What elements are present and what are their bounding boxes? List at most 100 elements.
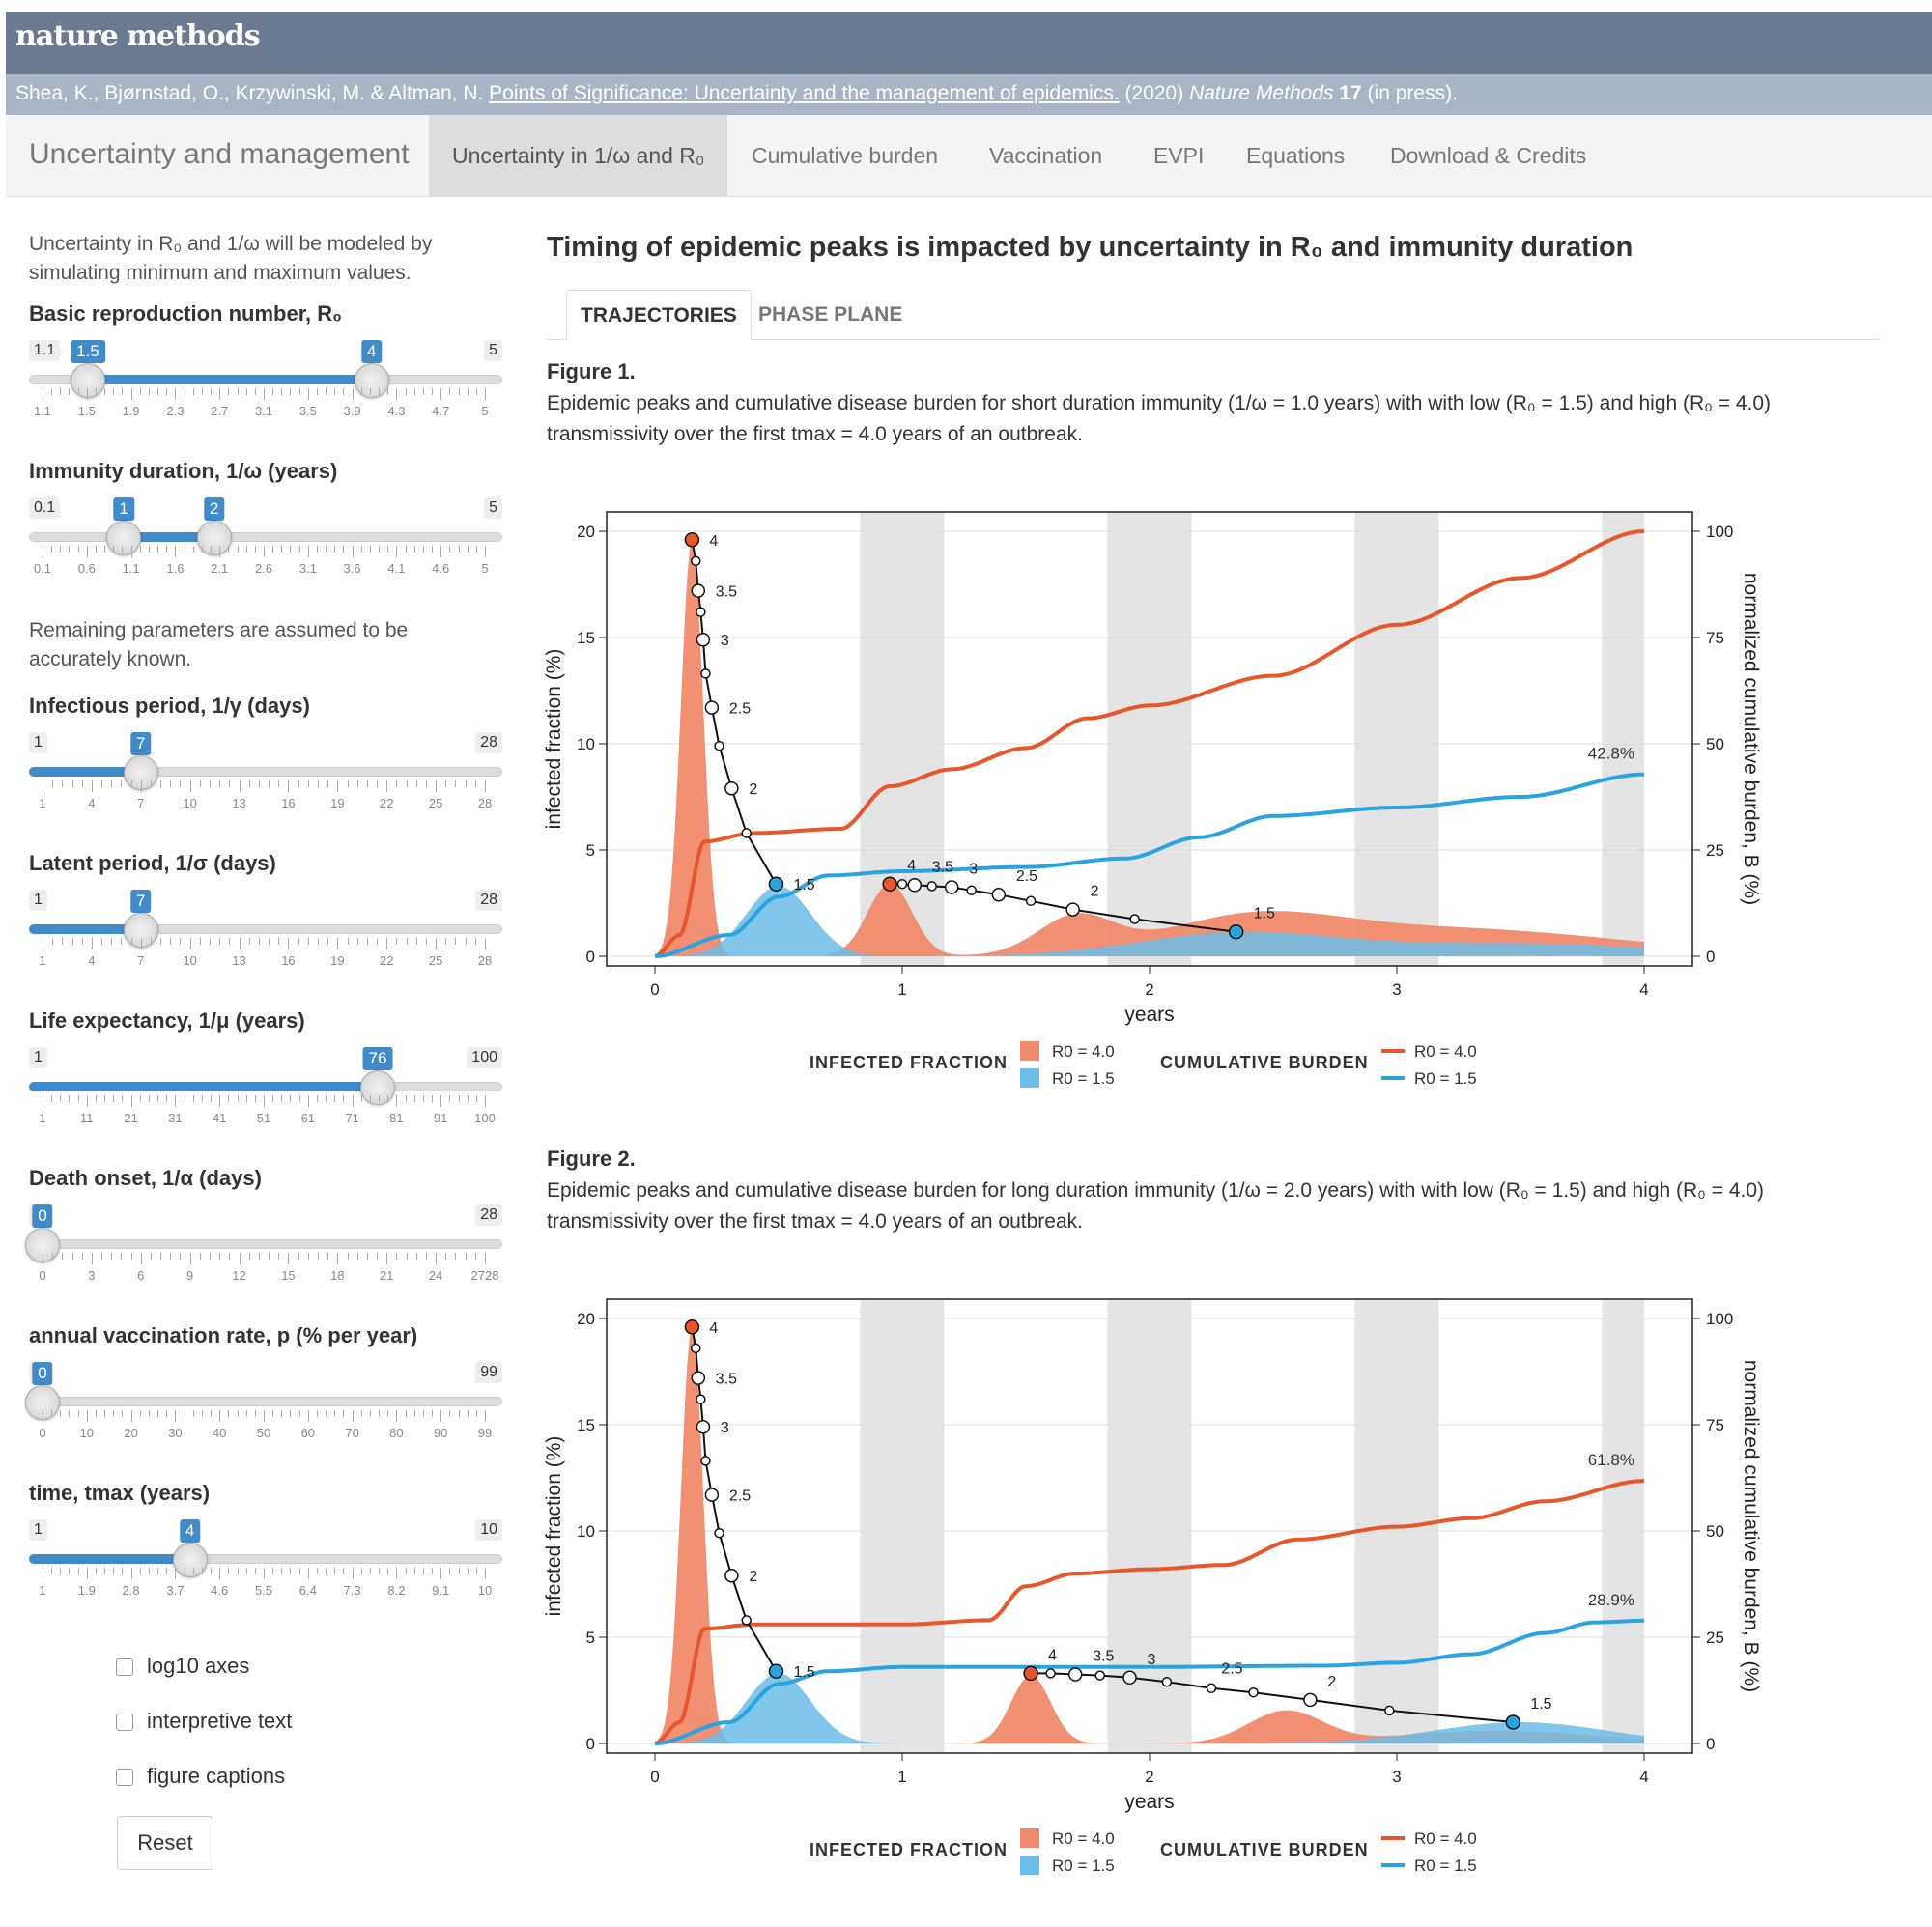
slider-ticks <box>29 546 502 559</box>
slider-track[interactable] <box>29 532 502 542</box>
slider-tick-label: 40 <box>212 1426 227 1440</box>
slider-tick-label: 0.6 <box>77 561 96 576</box>
range-slider[interactable]: 1.1 5 1.5 4 1.1 1.5 1.9 2.3 2.7 3.1 3.5 3.9 4.3 4.7 5 <box>29 340 502 437</box>
tab-evpi[interactable]: EVPI <box>1153 143 1205 168</box>
phase-label: 2.5 <box>729 701 751 718</box>
slider-handle[interactable] <box>359 1070 395 1105</box>
phase-point <box>704 700 720 715</box>
slider-tick-label: 25 <box>428 953 443 968</box>
phase-point <box>696 607 706 617</box>
range-slider[interactable]: 1 10 4 1 1.9 2.8 3.7 4.6 5.5 6.4 7.3 8.2 9.1 10 <box>29 1519 502 1616</box>
y-tick-label: 5 <box>586 1629 595 1647</box>
y2-tick-label: 75 <box>1706 1416 1724 1434</box>
slider-tick-label: 5 <box>481 404 489 418</box>
figure-2-chart: 61.8% 28.9% 4 3.5 3 2.5 2 1.5 4 3.5 3 2.5 2 1.5 0 1 2 3 4 0… <box>543 1298 1762 1875</box>
checkbox-interpretive-text[interactable]: interpretive text <box>116 1709 292 1734</box>
phase-label: 3.5 <box>1093 1649 1114 1665</box>
y2-tick-label: 50 <box>1706 1522 1724 1541</box>
slider-tick-label: 99 <box>477 1426 493 1440</box>
tab-vaccination[interactable]: Vaccination <box>989 143 1103 168</box>
slider-max-value: 28 <box>475 732 502 753</box>
slider-tick-label: 1 <box>39 796 46 810</box>
slider-handle[interactable] <box>172 1543 208 1577</box>
checkbox-figure-captions[interactable]: figure captions <box>116 1764 285 1789</box>
brand-logo[interactable]: nature methods <box>15 19 261 53</box>
checkbox-log-axes[interactable]: log10 axes <box>116 1654 249 1679</box>
y-tick-label: 0 <box>586 1735 595 1753</box>
tab-uncertainty[interactable]: Uncertainty in 1/ω and R₀ <box>429 115 728 197</box>
phase-point <box>1248 1686 1259 1698</box>
slider-tick-label: 6 <box>137 1268 145 1283</box>
slider-tick-label: 10 <box>183 796 197 810</box>
slider-tick-label: 22 <box>379 953 394 968</box>
citation-link[interactable]: Points of Significance: Uncertainty and … <box>489 82 1120 104</box>
y-tick-label: 0 <box>586 948 595 966</box>
range-slider[interactable]: 1 28 7 1 4 7 10 13 16 19 22 25 28 <box>29 732 502 829</box>
slider-label: Basic reproduction number, R₀ <box>29 301 343 326</box>
slider-value-badge: 2 <box>203 497 225 521</box>
legend-label-high: R0 = 4.0 <box>1052 1042 1115 1061</box>
slider-tick-label: 3 <box>88 1268 96 1283</box>
phase-label: 2 <box>1091 884 1099 900</box>
slider-tick-label: 3.5 <box>298 404 317 418</box>
tab-trajectories[interactable]: TRAJECTORIES <box>566 290 752 341</box>
slider-value-badge: 0 <box>32 1362 53 1385</box>
slider-ticks <box>29 1253 502 1266</box>
phase-label: 2 <box>749 1569 757 1585</box>
checkbox-box[interactable] <box>116 1769 133 1787</box>
slider-min-value: 1 <box>29 732 47 753</box>
slider-tick-label: 2.8 <box>122 1583 140 1598</box>
range-slider[interactable]: 0.1 5 1 2 0.1 0.6 1.1 1.6 2.1 2.6 3.1 3.6 4.1 4.6 5 <box>29 497 502 594</box>
phase-point <box>724 780 739 796</box>
slider-handle[interactable] <box>354 363 389 398</box>
tab-cumulative-burden[interactable]: Cumulative burden <box>752 143 939 168</box>
y2-tick-label: 75 <box>1706 629 1724 647</box>
tab-download-credits[interactable]: Download & Credits <box>1390 143 1587 168</box>
range-slider[interactable]: 1 100 76 1 11 21 31 41 51 61 71 81 91 100 <box>29 1047 502 1144</box>
phase-point <box>1065 902 1080 917</box>
checkbox-box[interactable] <box>116 1658 133 1677</box>
slider-handle[interactable] <box>70 363 105 398</box>
phase-label: 1.5 <box>793 1664 814 1681</box>
range-slider[interactable]: 0280036912151821242728 <box>25 1204 502 1301</box>
citation-volume: 17 <box>1339 82 1362 104</box>
phase-point <box>696 1394 706 1404</box>
x-axis-label: years <box>1124 1004 1174 1026</box>
shade-band <box>1602 1299 1644 1753</box>
y2-tick-label: 25 <box>1706 1629 1724 1647</box>
slider-tick-label: 10 <box>79 1426 95 1440</box>
slider-tick-label: 13 <box>232 796 246 810</box>
range-slider[interactable]: 1 28 7 1 4 7 10 13 16 19 22 25 28 <box>29 890 502 986</box>
slider-value-badge: 4 <box>360 340 383 363</box>
range-slider[interactable]: 0990010203040506070809099 <box>25 1362 502 1459</box>
tab-phase-plane[interactable]: PHASE PLANE <box>758 303 903 326</box>
reset-button[interactable]: Reset <box>117 1816 213 1870</box>
slider-value-badge: 7 <box>130 732 152 755</box>
phase-point <box>944 880 959 894</box>
slider-tick-label: 50 <box>256 1426 271 1440</box>
phase-point <box>1303 1692 1318 1708</box>
slider-tick-label: 22 <box>379 796 394 810</box>
phase-point <box>741 828 752 838</box>
phase-label: 3.5 <box>932 859 953 875</box>
legend-burden-title: CUMULATIVE BURDEN <box>1160 1840 1369 1859</box>
figure-1-chart: 42.8% 4 3.5 3 2.5 2 1.5 4 3.5 3 2.5 2 1.5 0 1 2 3 4 0 5 10 15… <box>543 511 1762 1088</box>
checkbox-box[interactable] <box>116 1714 133 1732</box>
slider-tick-label: 9 <box>186 1268 194 1283</box>
slider-handle[interactable] <box>106 521 142 555</box>
tab-equations[interactable]: Equations <box>1246 143 1346 168</box>
phase-point <box>1094 1670 1106 1681</box>
legend-label-high: R0 = 4.0 <box>1414 1829 1477 1848</box>
nav-title[interactable]: Uncertainty and management <box>29 138 410 170</box>
slider-ticks <box>29 1568 502 1581</box>
figure-1-label: Figure 1. <box>547 359 636 383</box>
slider-track[interactable] <box>29 1397 502 1406</box>
slider-value-badge: 7 <box>130 890 152 913</box>
y-axis-label: infected fraction (%) <box>543 1436 565 1617</box>
phase-point <box>696 632 711 647</box>
phase-point <box>907 878 923 893</box>
slider-tick-label: 6.4 <box>298 1583 317 1598</box>
slider-track[interactable] <box>29 1239 502 1249</box>
slider-tick-label: 3.9 <box>343 404 361 418</box>
sidebar-intro: Uncertainty in R₀ and 1/ω will be modele… <box>29 233 433 284</box>
